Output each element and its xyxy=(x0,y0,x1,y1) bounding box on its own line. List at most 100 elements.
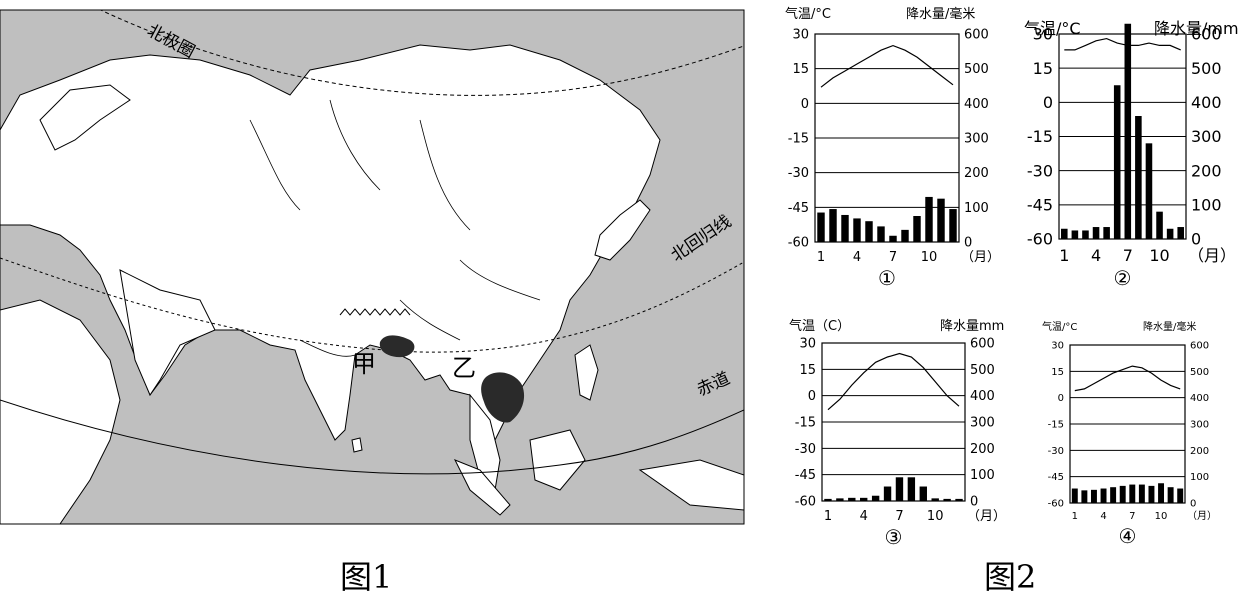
month-tick-label: 1 xyxy=(817,250,825,265)
month-tick-label: 1 xyxy=(1072,511,1078,522)
figure2-caption: 图2 xyxy=(984,558,1036,596)
temp-tick-label: -30 xyxy=(795,442,816,457)
map-land-africa xyxy=(0,299,121,524)
precip-bar xyxy=(937,198,945,242)
temp-tick-label: -45 xyxy=(795,468,816,483)
precip-tick-label: 400 xyxy=(970,389,995,404)
precip-axis-title: 降水量/mm xyxy=(1154,19,1239,38)
temp-tick-label: -60 xyxy=(1048,499,1064,510)
temp-tick-label: -15 xyxy=(1027,127,1053,146)
temp-axis-title: 气温/°C xyxy=(785,6,831,22)
precip-bar xyxy=(871,495,880,501)
map-land-newguinea xyxy=(638,459,744,511)
month-tick-label: 10 xyxy=(1155,511,1168,522)
precip-bar xyxy=(1167,487,1174,503)
precip-bar xyxy=(1081,490,1088,503)
precip-bar xyxy=(1156,211,1163,239)
precip-bar xyxy=(931,498,939,501)
precip-bar xyxy=(913,216,921,242)
precip-tick-label: 600 xyxy=(1190,341,1209,352)
temp-tick-label: 0 xyxy=(1043,93,1053,112)
month-tick-label: 10 xyxy=(921,250,938,265)
precip-tick-label: 200 xyxy=(964,166,989,181)
temp-tick-label: -60 xyxy=(1027,230,1053,249)
precip-bar xyxy=(1090,489,1097,503)
chart-id: ② xyxy=(1114,266,1132,290)
temp-tick-label: 30 xyxy=(799,337,816,352)
month-tick-label: 4 xyxy=(1091,246,1101,265)
temp-tick-label: -15 xyxy=(788,132,809,147)
temp-tick-label: -15 xyxy=(795,416,816,431)
climate-chart-2: 30 600 15 500 0 400 -15 300 -30 200 -45 100 -60 0 1 4 7 1… xyxy=(1024,19,1239,290)
month-tick-label: 4 xyxy=(1100,511,1106,522)
precip-tick-label: 200 xyxy=(970,442,995,457)
precip-tick-label: 400 xyxy=(1191,93,1222,112)
precip-tick-label: 100 xyxy=(1190,472,1209,483)
precip-bar xyxy=(1061,228,1068,239)
map-region-a xyxy=(379,335,415,358)
precip-bar xyxy=(1103,227,1110,239)
month-tick-label: 7 xyxy=(895,509,903,524)
precip-bar xyxy=(907,477,916,501)
precip-bar xyxy=(836,498,844,501)
precip-tick-label: 0 xyxy=(964,236,972,251)
precip-axis-title: 降水量mm xyxy=(940,319,1004,334)
temp-tick-label: 15 xyxy=(792,62,809,77)
month-unit: （月） xyxy=(1187,510,1217,522)
precip-tick-label: 500 xyxy=(970,363,995,378)
precip-bar xyxy=(824,498,832,501)
label-region-b: 乙 xyxy=(452,354,476,382)
temp-tick-label: 0 xyxy=(801,97,809,112)
map-land-borneo xyxy=(529,429,586,491)
precip-tick-label: 500 xyxy=(964,62,989,77)
precip-tick-label: 300 xyxy=(964,132,989,147)
month-tick-label: 7 xyxy=(1129,511,1135,522)
precip-bar xyxy=(860,497,868,501)
precip-bar xyxy=(1110,487,1117,503)
precip-tick-label: 400 xyxy=(1190,393,1209,404)
precip-bar xyxy=(1129,484,1136,503)
precip-bar xyxy=(883,486,892,501)
map-arctic-circle xyxy=(99,10,744,96)
precip-tick-label: 300 xyxy=(970,416,995,431)
precip-bar xyxy=(1071,230,1079,239)
precip-bar xyxy=(895,477,904,501)
temp-tick-label: -30 xyxy=(1027,161,1053,180)
temp-tick-label: -60 xyxy=(788,236,809,251)
map-land-arabia xyxy=(119,269,216,397)
temp-tick-label: 15 xyxy=(1033,59,1053,78)
precip-bar xyxy=(1135,116,1142,239)
precip-tick-label: 0 xyxy=(1191,230,1201,249)
precip-tick-label: 200 xyxy=(1191,161,1222,180)
climate-chart-3: 30 600 15 500 0 400 -15 300 -30 200 -45 100 -60 0 1 4 7 1… xyxy=(789,318,1006,549)
precip-bar xyxy=(949,209,957,242)
month-tick-label: 1 xyxy=(1059,246,1069,265)
temp-axis-title: 气温/°C xyxy=(1042,320,1077,333)
temp-tick-label: -45 xyxy=(788,201,809,216)
precip-tick-label: 600 xyxy=(1191,25,1222,44)
temp-tick-label: 15 xyxy=(1051,367,1064,378)
month-unit: （月） xyxy=(967,509,1006,524)
precip-bar xyxy=(919,486,927,501)
precip-bar xyxy=(1158,483,1165,503)
temp-axis-title: 气温（C） xyxy=(789,318,850,334)
precip-tick-label: 200 xyxy=(1190,446,1209,457)
precip-bar xyxy=(853,218,861,242)
precip-bar xyxy=(1113,85,1121,239)
precip-tick-label: 500 xyxy=(1191,59,1222,78)
precip-axis-title: 降水量/毫米 xyxy=(906,6,975,22)
temperature-line xyxy=(1064,37,1181,51)
temp-tick-label: 30 xyxy=(792,28,809,43)
temp-tick-label: -60 xyxy=(795,495,816,510)
precip-bar xyxy=(829,209,837,242)
precip-tick-label: 300 xyxy=(1191,127,1222,146)
precip-bar xyxy=(955,498,963,501)
figure1-caption: 图1 xyxy=(340,558,392,596)
precip-tick-label: 600 xyxy=(970,337,995,352)
precip-bar xyxy=(877,226,885,242)
precip-tick-label: 100 xyxy=(964,201,989,216)
temp-tick-label: -45 xyxy=(1048,472,1064,483)
map-land-sumatra xyxy=(453,459,511,516)
precip-bar xyxy=(1177,227,1184,239)
